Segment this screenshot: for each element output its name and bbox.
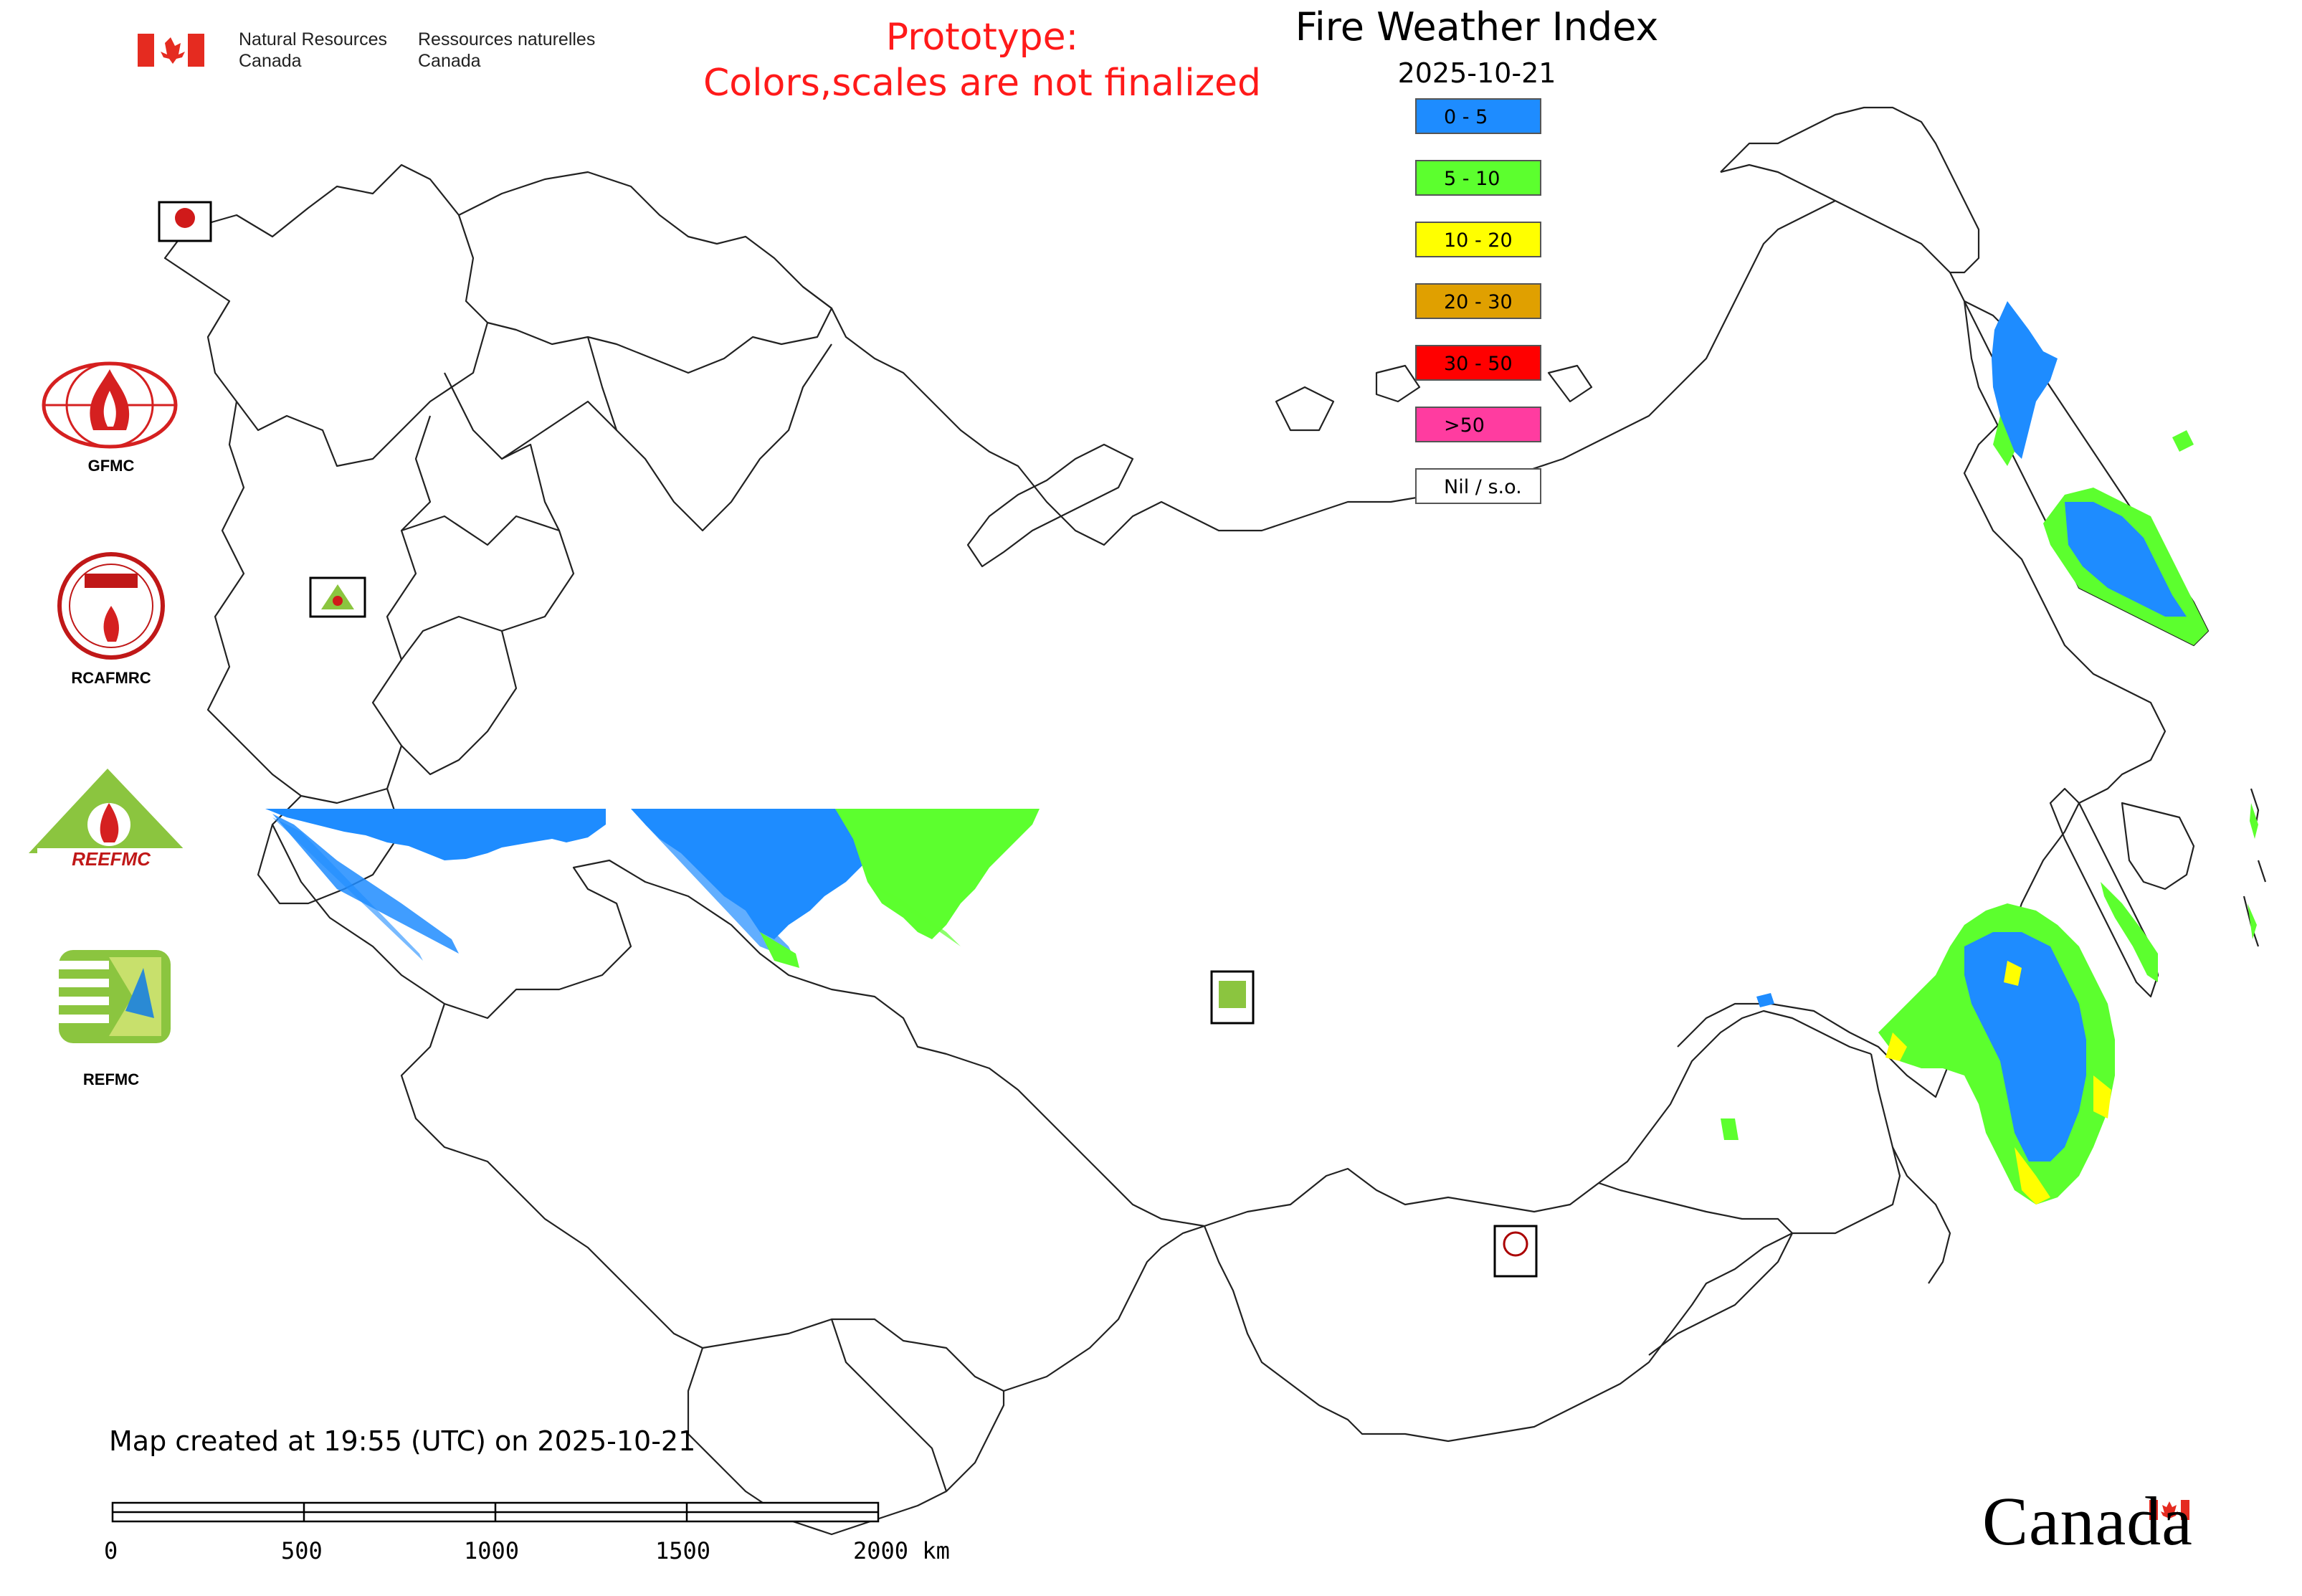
chukotka xyxy=(1720,106,1980,274)
map-created-text: Map created at 19:55 (UTC) on 2025-10-21 xyxy=(109,1425,696,1457)
map-badges xyxy=(158,201,1538,1278)
canada-wordmark-flag xyxy=(2149,1500,2189,1520)
map-title: Fire Weather Index xyxy=(1295,4,1659,49)
eastern-europe-borders xyxy=(206,401,432,804)
legend-label: 10 - 20 xyxy=(1444,229,1513,252)
legend-label: 5 - 10 xyxy=(1444,168,1500,190)
rcafmrc-logo xyxy=(57,552,165,660)
rcafmrc-label: RCAFMRC xyxy=(71,669,151,687)
scale-label-500: 500 xyxy=(281,1537,323,1564)
legend-label: >50 xyxy=(1444,414,1485,437)
prototype-line-1: Prototype: xyxy=(885,16,1079,59)
canada-flag-icon xyxy=(138,34,204,67)
gfmc-logo xyxy=(42,361,178,449)
legend-item-20-30: 20 - 30 xyxy=(1415,283,1541,319)
legend-item-nil: Nil / s.o. xyxy=(1415,468,1541,504)
prototype-notice: Prototype: Colors,scales are not finaliz… xyxy=(645,14,1319,106)
gfmc-label: GFMC xyxy=(87,457,135,475)
map-date: 2025-10-21 xyxy=(1397,57,1556,89)
nrcan-english-name: Natural Resources Canada xyxy=(239,29,388,71)
fwi-data-layer xyxy=(265,301,2258,1205)
far-east-coast xyxy=(1677,163,2167,1098)
legend-label: 30 - 50 xyxy=(1444,353,1513,375)
legend-label: Nil / s.o. xyxy=(1444,476,1522,498)
canada-wordmark: Canada xyxy=(1982,1483,2193,1559)
fwi-region-middle-green xyxy=(835,809,1040,939)
legend-item-5-10: 5 - 10 xyxy=(1415,160,1541,196)
prototype-line-2: Colors,scales are not finalized xyxy=(703,62,1262,105)
legend-item-over-50: >50 xyxy=(1415,407,1541,442)
legend-label: 20 - 30 xyxy=(1444,291,1513,313)
novaya-zemlya xyxy=(966,443,1134,568)
refmc-logo xyxy=(59,950,171,1043)
hokkaido xyxy=(2121,802,2195,890)
scale-label-1000: 1000 xyxy=(464,1537,520,1564)
kazakhstan-border xyxy=(400,1003,1205,1392)
fwi-region-middle-blue xyxy=(631,809,867,939)
legend-label: 0 - 5 xyxy=(1444,106,1488,128)
scale-bar xyxy=(111,1501,880,1523)
refmc-label: REFMC xyxy=(82,1070,140,1088)
reefmc-logo xyxy=(29,769,188,865)
rcafmrc-map-badge xyxy=(1493,1225,1538,1278)
legend-item-30-50: 30 - 50 xyxy=(1415,345,1541,381)
scale-label-1500: 1500 xyxy=(655,1537,711,1564)
legend-item-10-20: 10 - 20 xyxy=(1415,222,1541,257)
southern-russia-border xyxy=(272,824,1872,1227)
fwi-region-west-blue xyxy=(265,809,606,860)
scale-label-2000: 2000 km xyxy=(853,1537,950,1564)
fwi-region-kamchatka xyxy=(1992,301,2058,459)
reefmc-logo-text: REEFMC xyxy=(72,848,151,870)
scale-label-0: 0 xyxy=(104,1537,118,1564)
mongolia-border xyxy=(1203,1182,1794,1443)
nrcan-french-name: Ressources naturelles Canada xyxy=(418,29,596,71)
kola-coast xyxy=(458,171,833,374)
legend-item-0-5: 0 - 5 xyxy=(1415,98,1541,134)
scandinavia-border xyxy=(163,163,489,467)
arctic-coast xyxy=(802,200,1836,546)
